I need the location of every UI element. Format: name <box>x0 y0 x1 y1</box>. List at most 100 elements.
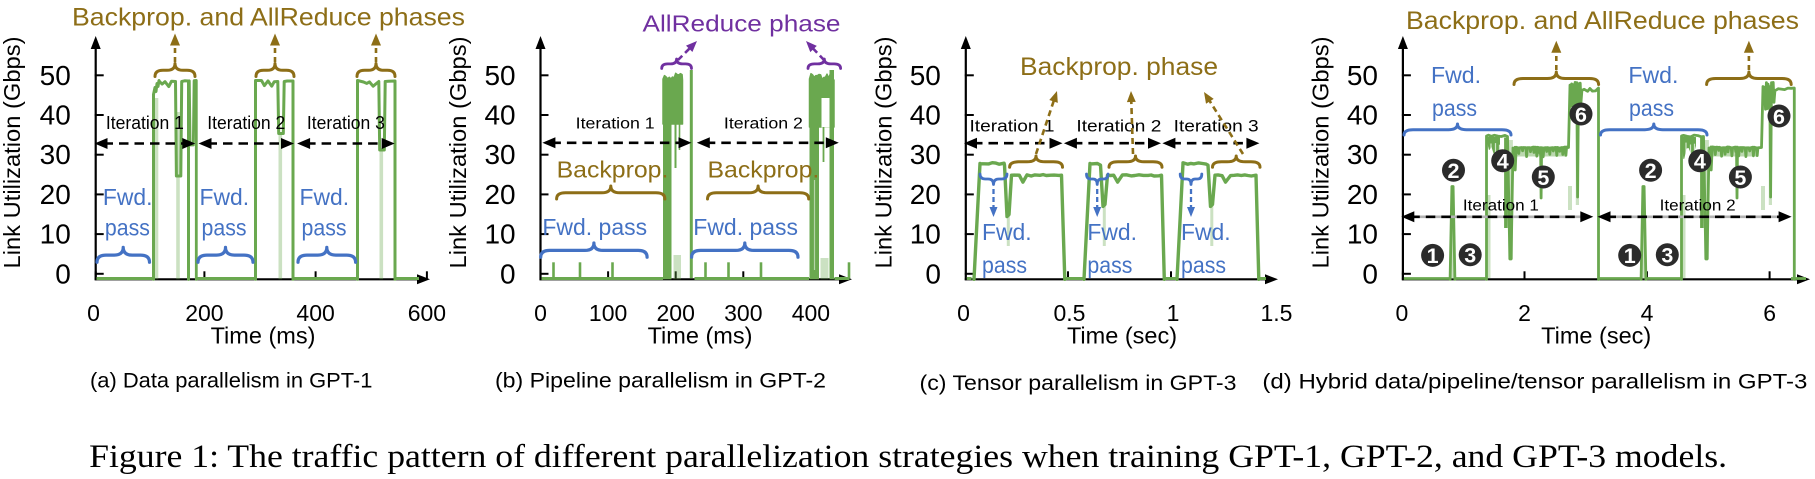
svg-text:200: 200 <box>185 300 223 326</box>
svg-text:Time (sec): Time (sec) <box>1541 323 1651 349</box>
svg-text:0: 0 <box>500 258 516 289</box>
svg-text:30: 30 <box>910 139 941 170</box>
svg-text:pass: pass <box>1181 252 1226 278</box>
svg-text:Time (ms): Time (ms) <box>648 323 753 349</box>
svg-text:400: 400 <box>296 300 334 326</box>
svg-text:Time (ms): Time (ms) <box>211 323 316 349</box>
svg-text:(d) Hybrid data/pipeline/tenso: (d) Hybrid data/pipeline/tensor parallel… <box>1262 371 1807 394</box>
svg-text:pass: pass <box>1432 95 1477 121</box>
svg-text:5: 5 <box>1537 166 1549 190</box>
svg-text:Fwd. pass: Fwd. pass <box>693 214 798 240</box>
svg-text:6: 6 <box>1773 105 1785 129</box>
svg-text:Link Utilization (Gbps): Link Utilization (Gbps) <box>1308 37 1334 269</box>
svg-text:1.5: 1.5 <box>1261 300 1293 326</box>
svg-text:50: 50 <box>1347 60 1378 91</box>
svg-text:Fwd.: Fwd. <box>103 184 153 210</box>
svg-text:0: 0 <box>55 258 71 289</box>
svg-text:50: 50 <box>40 60 71 91</box>
svg-text:0: 0 <box>534 300 547 326</box>
svg-text:6: 6 <box>1763 300 1776 326</box>
svg-text:300: 300 <box>724 300 762 326</box>
svg-text:4: 4 <box>1694 150 1706 174</box>
svg-text:50: 50 <box>484 60 515 91</box>
svg-text:Iteration 1: Iteration 1 <box>106 113 184 133</box>
svg-text:0: 0 <box>957 300 970 326</box>
svg-text:Backprop. phase: Backprop. phase <box>1020 53 1218 81</box>
svg-text:pass: pass <box>105 215 150 241</box>
svg-text:Fwd.: Fwd. <box>1431 62 1481 88</box>
svg-text:Backprop. and AllReduce phases: Backprop. and AllReduce phases <box>72 4 465 32</box>
svg-text:2: 2 <box>1518 300 1531 326</box>
svg-text:Fwd.: Fwd. <box>1181 219 1231 245</box>
svg-text:50: 50 <box>910 60 941 91</box>
svg-text:1: 1 <box>1624 244 1636 268</box>
svg-text:20: 20 <box>484 179 515 210</box>
svg-text:10: 10 <box>910 219 941 250</box>
svg-text:(a) Data parallelism in GPT-1: (a) Data parallelism in GPT-1 <box>90 370 372 393</box>
svg-text:0: 0 <box>87 300 100 326</box>
svg-text:Fwd.: Fwd. <box>982 219 1032 245</box>
svg-text:(b) Pipeline parallelism in GP: (b) Pipeline parallelism in GPT-2 <box>495 370 826 393</box>
svg-text:10: 10 <box>484 219 515 250</box>
svg-text:pass: pass <box>982 252 1027 278</box>
svg-text:3: 3 <box>1661 244 1673 268</box>
svg-text:Backprop.: Backprop. <box>708 157 820 183</box>
svg-text:10: 10 <box>1347 219 1378 250</box>
svg-text:Fwd.: Fwd. <box>200 184 250 210</box>
svg-text:1: 1 <box>1167 300 1180 326</box>
svg-text:0.5: 0.5 <box>1054 300 1086 326</box>
svg-text:5: 5 <box>1734 166 1746 190</box>
svg-text:40: 40 <box>40 100 71 131</box>
svg-text:Link Utilization (Gbps): Link Utilization (Gbps) <box>0 37 25 269</box>
svg-text:pass: pass <box>202 215 247 241</box>
svg-text:3: 3 <box>1464 244 1476 268</box>
svg-text:Fwd.: Fwd. <box>1628 62 1678 88</box>
svg-text:400: 400 <box>792 300 830 326</box>
svg-text:Link Utilization (Gbps): Link Utilization (Gbps) <box>870 36 896 268</box>
svg-text:Time (sec): Time (sec) <box>1067 323 1177 349</box>
svg-text:Iteration 3: Iteration 3 <box>307 113 385 133</box>
svg-text:pass: pass <box>1629 95 1674 121</box>
svg-text:Iteration 1: Iteration 1 <box>1463 198 1539 215</box>
svg-text:0: 0 <box>1396 300 1409 326</box>
svg-text:Backprop. and AllReduce phases: Backprop. and AllReduce phases <box>1406 7 1799 35</box>
svg-text:30: 30 <box>40 139 71 170</box>
svg-text:30: 30 <box>484 139 515 170</box>
svg-text:40: 40 <box>910 100 941 131</box>
svg-text:4: 4 <box>1641 300 1654 326</box>
svg-text:600: 600 <box>408 300 446 326</box>
svg-text:20: 20 <box>40 179 71 210</box>
svg-text:30: 30 <box>1347 139 1378 170</box>
svg-text:10: 10 <box>40 219 71 250</box>
svg-text:Figure 1: The traffic pattern: Figure 1: The traffic pattern of differe… <box>89 439 1727 475</box>
svg-text:4: 4 <box>1497 150 1509 174</box>
svg-text:40: 40 <box>1347 100 1378 131</box>
svg-text:Fwd. pass: Fwd. pass <box>542 214 647 240</box>
svg-text:pass: pass <box>1087 252 1132 278</box>
svg-text:Iteration 2: Iteration 2 <box>1076 118 1161 136</box>
svg-text:Iteration 1: Iteration 1 <box>576 116 655 133</box>
svg-text:0: 0 <box>1362 258 1378 289</box>
svg-text:6: 6 <box>1575 103 1587 127</box>
svg-text:2: 2 <box>1448 159 1460 183</box>
svg-text:40: 40 <box>484 100 515 131</box>
svg-text:Iteration 2: Iteration 2 <box>1660 198 1736 215</box>
svg-text:Iteration 1: Iteration 1 <box>970 118 1055 136</box>
svg-text:(c) Tensor parallelism in GPT-: (c) Tensor parallelism in GPT-3 <box>920 372 1237 395</box>
svg-text:20: 20 <box>1347 179 1378 210</box>
svg-text:Backprop.: Backprop. <box>557 157 669 183</box>
svg-text:1: 1 <box>1427 244 1439 268</box>
svg-text:2: 2 <box>1645 159 1657 183</box>
svg-text:100: 100 <box>589 300 627 326</box>
svg-text:Iteration 2: Iteration 2 <box>724 116 803 133</box>
svg-text:Iteration 3: Iteration 3 <box>1174 118 1259 136</box>
svg-text:20: 20 <box>910 179 941 210</box>
svg-text:pass: pass <box>302 215 347 241</box>
svg-text:Iteration 2: Iteration 2 <box>207 113 285 133</box>
svg-text:200: 200 <box>657 300 695 326</box>
svg-text:Link Utilization (Gbps): Link Utilization (Gbps) <box>445 37 471 269</box>
svg-text:Fwd.: Fwd. <box>300 184 350 210</box>
svg-text:0: 0 <box>925 258 941 289</box>
svg-text:Fwd.: Fwd. <box>1087 219 1137 245</box>
svg-text:AllReduce phase: AllReduce phase <box>643 11 841 37</box>
